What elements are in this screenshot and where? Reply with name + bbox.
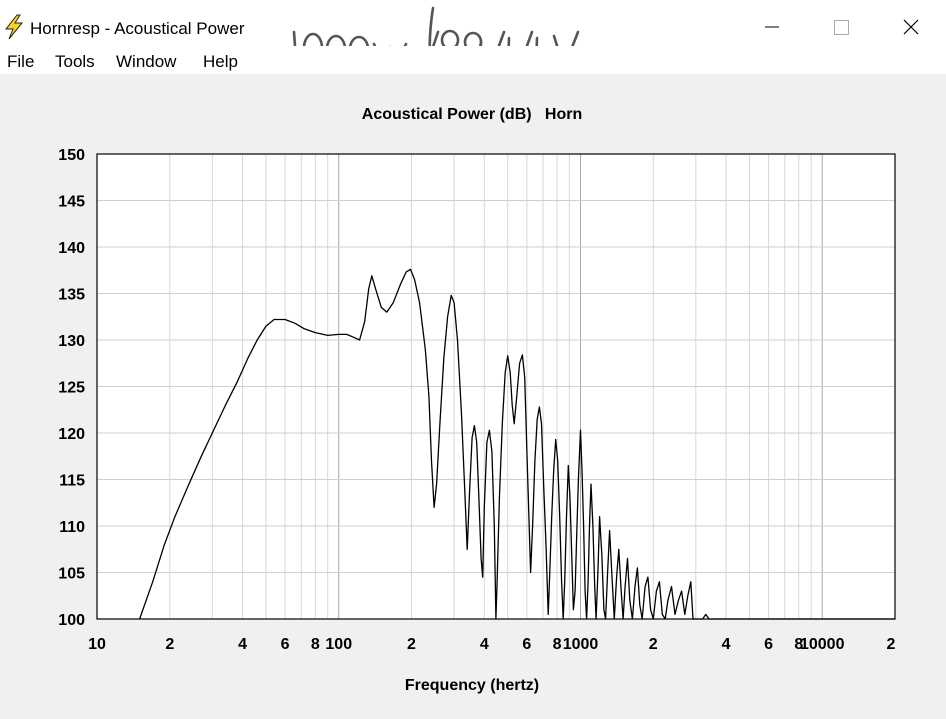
window-title: Hornresp - Acoustical Power: [30, 19, 245, 38]
y-tick-label: 115: [59, 473, 85, 490]
x-tick-label: 2: [649, 636, 658, 653]
plot-frame: [96, 153, 896, 620]
x-tick-label: 4: [722, 636, 731, 653]
x-axis-label: Frequency (hertz): [404, 677, 540, 694]
x-tick-label: 2: [165, 636, 174, 653]
y-tick-label: 150: [58, 147, 85, 164]
x-tick-label: 4: [238, 636, 247, 653]
menu-bar: File Tools Window Help: [0, 46, 946, 74]
close-button[interactable]: [876, 0, 946, 46]
x-tick-label: 10000: [800, 636, 845, 653]
x-tick-label: 4: [480, 636, 489, 653]
minimize-button[interactable]: [737, 0, 807, 46]
menu-window[interactable]: Window: [116, 52, 177, 71]
x-tick-label: 10: [88, 636, 106, 653]
x-tick-label: 8: [311, 636, 320, 653]
menu-file[interactable]: File: [7, 52, 35, 71]
x-tick-label: 8: [794, 636, 803, 653]
y-tick-label: 135: [58, 287, 85, 304]
y-tick-label: 100: [58, 612, 85, 629]
x-tick-label: 8: [553, 636, 562, 653]
maximize-button[interactable]: [806, 0, 876, 46]
x-tick-label: 6: [281, 636, 290, 653]
x-tick-label: 2: [887, 636, 896, 653]
y-tick-label: 140: [58, 240, 85, 257]
menu-tools[interactable]: Tools: [55, 52, 95, 71]
acoustical-power-series-line: [138, 268, 895, 620]
chart-title: Acoustical Power (dB) Horn: [361, 106, 583, 123]
y-tick-label: 110: [59, 519, 85, 536]
x-tick-label: 1000: [563, 636, 599, 653]
minimize-icon: [765, 26, 779, 28]
menu-help[interactable]: Help: [203, 52, 238, 71]
x-tick-label: 2: [407, 636, 416, 653]
y-tick-label: 120: [58, 426, 85, 443]
y-tick-label: 145: [58, 194, 85, 211]
x-tick-label: 6: [522, 636, 531, 653]
x-tick-label: 6: [764, 636, 773, 653]
lightning-bolt-icon: [4, 14, 24, 40]
close-icon: [903, 19, 919, 35]
y-tick-label: 125: [58, 380, 85, 397]
x-tick-label: 100: [325, 636, 352, 653]
maximize-icon: [834, 20, 849, 35]
y-tick-label: 130: [58, 333, 85, 350]
y-tick-label: 105: [58, 566, 85, 583]
